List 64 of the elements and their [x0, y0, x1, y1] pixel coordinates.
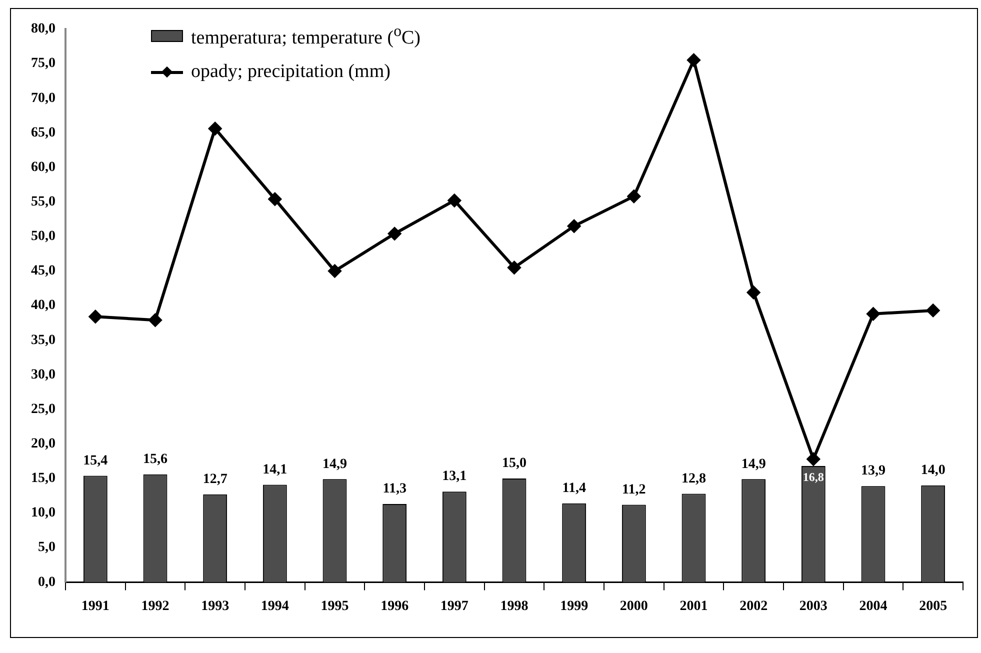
legend-label: opady; precipitation (mm): [191, 61, 390, 84]
y-tick-label: 25,0: [31, 402, 56, 417]
x-tick-label: 1999: [560, 599, 588, 614]
x-tick-label: 2004: [859, 599, 888, 614]
data-label: 13,9: [861, 464, 886, 479]
y-tick-label: 45,0: [31, 264, 56, 279]
y-tick-label: 5,0: [38, 540, 56, 556]
data-label: 16,8: [802, 470, 824, 484]
y-tick-label: 65,0: [31, 125, 56, 140]
y-tick-label: 0,0: [38, 574, 56, 590]
data-label: 14,9: [322, 456, 347, 472]
data-label: 14,1: [262, 462, 288, 478]
data-label: 15,4: [83, 453, 108, 468]
x-tick-label: 1995: [320, 599, 349, 614]
y-tick-label: 55,0: [31, 194, 56, 210]
y-tick-label: 50,0: [31, 229, 56, 244]
legend-label: temperatura; temperature ($^{o}$C): [191, 23, 420, 50]
x-tick-label: 1993: [201, 599, 230, 614]
x-tick-label: 2005: [919, 599, 948, 614]
data-label: 13,1: [442, 469, 467, 484]
data-label: 14,0: [920, 463, 946, 478]
point: [627, 190, 640, 203]
point: [508, 261, 521, 274]
y-tick-label: 10,0: [31, 506, 56, 521]
data-label: 12,7: [202, 472, 228, 487]
x-tick-label: 1992: [141, 599, 170, 614]
x-tick-label: 1994: [260, 599, 289, 614]
point: [208, 122, 222, 136]
x-tick-label: 2000: [620, 599, 648, 614]
y-tick-label: 20,0: [31, 436, 56, 452]
data-label: 11,2: [622, 482, 646, 498]
point: [687, 54, 700, 67]
y-tick-label: 80,0: [31, 22, 56, 37]
data-label: 11,4: [562, 480, 586, 496]
y-tick-label: 75,0: [31, 56, 56, 72]
data-label: 11,3: [382, 482, 406, 497]
point: [388, 227, 402, 240]
y-tick-label: 40,0: [31, 298, 56, 314]
point: [747, 286, 760, 299]
point: [328, 264, 342, 278]
point: [148, 314, 162, 327]
data-label: 15,0: [502, 456, 526, 472]
x-tick-label: 1996: [380, 599, 409, 614]
point: [926, 304, 940, 317]
x-tick-label: 1998: [500, 599, 528, 614]
y-tick-label: 60,0: [31, 160, 56, 175]
data-label: 12,8: [682, 471, 706, 486]
point: [448, 194, 461, 207]
data-label: 15,6: [143, 452, 168, 467]
point: [568, 220, 581, 233]
x-tick-label: 2001: [680, 599, 708, 614]
y-tick-label: 15,0: [31, 471, 56, 486]
x-tick-label: 1997: [440, 599, 468, 614]
y-tick-label: 70,0: [31, 90, 56, 106]
y-tick-label: 35,0: [31, 332, 56, 348]
data-label: 14,9: [741, 456, 766, 472]
x-tick-label: 1991: [81, 599, 110, 614]
point: [866, 307, 880, 320]
point: [88, 310, 102, 324]
point: [268, 192, 282, 206]
x-tick-label: 2003: [799, 599, 828, 614]
x-tick-label: 2002: [740, 599, 768, 614]
point: [806, 452, 820, 466]
y-tick-label: 30,0: [31, 367, 56, 382]
